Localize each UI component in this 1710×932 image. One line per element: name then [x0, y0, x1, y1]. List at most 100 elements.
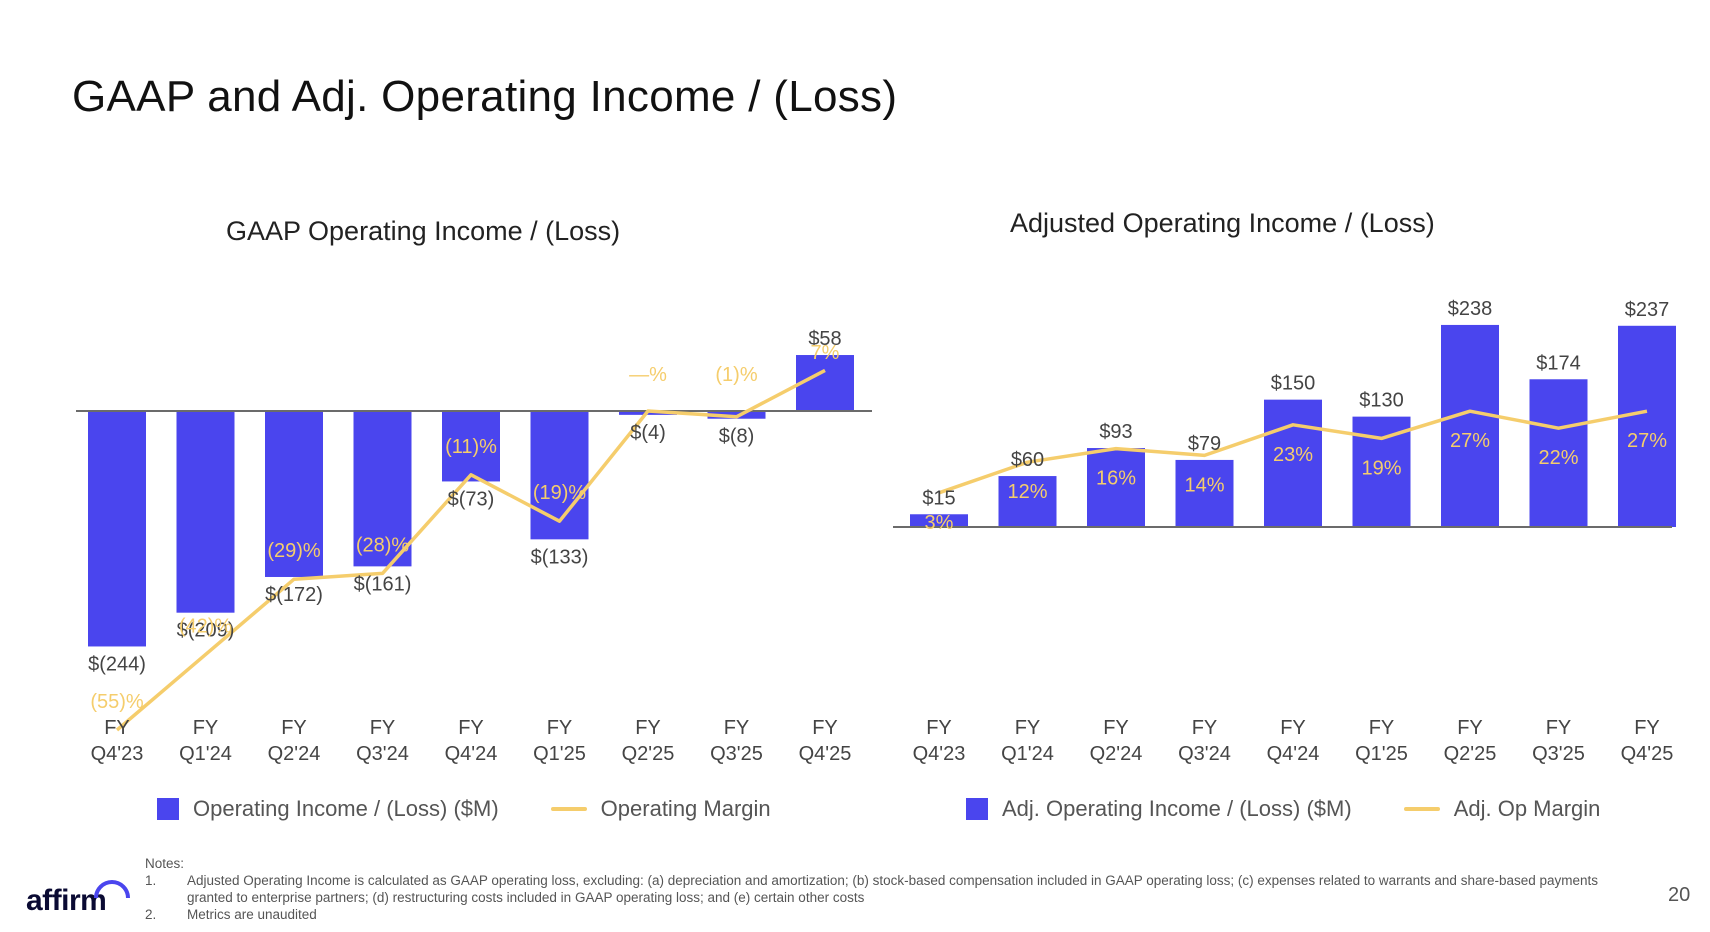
gaap-value-label: $(73) — [448, 488, 495, 510]
note-item: 1. Adjusted Operating Income is calculat… — [145, 872, 1645, 906]
adj-bar — [1618, 325, 1676, 527]
gaap-tick-label: Q4'25 — [799, 743, 852, 765]
adj-bar — [910, 514, 968, 527]
gaap-tick-label: FY — [547, 717, 573, 739]
adj-tick-label: FY — [1280, 717, 1306, 739]
adj-value-label: $237 — [1625, 299, 1670, 321]
adj-tick-label: FY — [1457, 717, 1483, 739]
adj-margin-label: 23% — [1273, 444, 1313, 466]
adj-chart: $15 $60 $93 $79 $150 $130 $238 $174 $237 3% 12% 16%… — [893, 298, 1676, 765]
adj-tick-label: Q1'25 — [1355, 743, 1408, 765]
gaap-value-label: $(8) — [719, 426, 755, 448]
gaap-legend-bar-label: Operating Income / (Loss) ($M) — [193, 796, 499, 821]
adj-tick-label: FY — [1546, 717, 1572, 739]
gaap-margin-label: (19)% — [533, 482, 587, 504]
adj-margin-label: 16% — [1096, 468, 1136, 490]
gaap-chart-title: GAAP Operating Income / (Loss) — [226, 216, 621, 246]
gaap-value-label: $58 — [808, 328, 841, 350]
adj-tick-label: Q3'25 — [1532, 743, 1585, 765]
adj-tick-label: FY — [1103, 717, 1129, 739]
adj-margin-label: 3% — [925, 512, 954, 534]
note-text: Metrics are unaudited — [187, 907, 317, 922]
adj-tick-label: FY — [1634, 717, 1660, 739]
adj-legend-bar-swatch — [966, 798, 988, 820]
adj-legend-bar-label: Adj. Operating Income / (Loss) ($M) — [1002, 796, 1352, 821]
gaap-tick-label: FY — [724, 717, 750, 739]
adj-margin-line — [938, 409, 1648, 495]
gaap-margin-label: (55)% — [90, 691, 144, 713]
gaap-tick-label: Q2'25 — [622, 743, 675, 765]
gaap-tick-label: FY — [370, 717, 396, 739]
adj-tick-label: Q4'23 — [913, 743, 966, 765]
page-number: 20 — [1668, 884, 1691, 906]
gaap-bar — [88, 411, 146, 647]
gaap-tick-label: FY — [193, 717, 219, 739]
adj-legend: Adj. Operating Income / (Loss) ($M) Adj.… — [966, 796, 1600, 822]
adj-value-label: $93 — [1099, 421, 1132, 443]
adj-tick-label: FY — [1192, 717, 1218, 739]
gaap-tick-label: Q1'25 — [533, 743, 586, 765]
adj-bar — [1175, 459, 1234, 527]
gaap-margin-line — [115, 368, 826, 732]
gaap-legend-bar-swatch — [157, 798, 179, 820]
adj-margin-label: 12% — [1007, 481, 1047, 503]
adj-tick-label: Q2'24 — [1090, 743, 1143, 765]
adj-bar — [998, 476, 1057, 527]
adj-tick-label: Q1'24 — [1001, 743, 1054, 765]
adj-tick-label: Q3'24 — [1178, 743, 1231, 765]
adj-value-label: $174 — [1536, 352, 1581, 374]
adj-tick-label: FY — [926, 717, 952, 739]
logo-text: affirm — [26, 884, 107, 917]
gaap-bar — [442, 411, 500, 482]
adj-margin-label: 14% — [1184, 474, 1224, 496]
gaap-value-label: $(161) — [354, 573, 412, 595]
logo-arc-icon — [94, 880, 130, 899]
gaap-margin-label: (1)% — [715, 364, 757, 386]
adj-value-label: $130 — [1359, 390, 1404, 412]
gaap-margin-label: (11)% — [445, 436, 497, 458]
adj-legend-line-swatch — [1403, 807, 1440, 811]
adj-value-label: $15 — [922, 487, 955, 509]
gaap-tick-label: Q4'23 — [91, 743, 144, 765]
adj-tick-label: Q4'24 — [1267, 743, 1320, 765]
gaap-tick-label: FY — [281, 717, 307, 739]
note-number: 1. — [145, 873, 157, 888]
gaap-tick-label: FY — [458, 717, 484, 739]
gaap-tick-label: Q1'24 — [179, 743, 232, 765]
adj-bar — [1264, 399, 1322, 527]
gaap-value-label: $(172) — [265, 584, 323, 606]
adj-value-label: $60 — [1011, 449, 1044, 471]
gaap-tick-label: Q3'24 — [356, 743, 409, 765]
gaap-legend: Operating Income / (Loss) ($M) Operating… — [157, 796, 771, 822]
gaap-bar — [353, 411, 412, 567]
gaap-value-label: $(244) — [88, 653, 146, 675]
adj-margin-label: 27% — [1627, 430, 1667, 452]
gaap-tick-label: FY — [812, 717, 838, 739]
gaap-margin-label: (28)% — [356, 534, 410, 556]
adj-tick-label: FY — [1015, 717, 1041, 739]
gaap-margin-label: (42)% — [179, 616, 233, 638]
gaap-tick-label: Q2'24 — [268, 743, 321, 765]
gaap-margin-label: —% — [629, 364, 667, 386]
adj-bar — [1441, 324, 1499, 527]
adj-value-label: $150 — [1271, 373, 1316, 395]
gaap-value-label: $(209) — [177, 620, 235, 642]
adj-margin-label: 19% — [1361, 457, 1401, 479]
notes-header: Notes: — [145, 856, 185, 871]
gaap-tick-label: FY — [104, 717, 130, 739]
adj-legend-line-label: Adj. Op Margin — [1453, 796, 1601, 821]
gaap-tick-label: Q4'24 — [445, 743, 498, 765]
adj-bar — [1087, 448, 1145, 527]
note-number: 2. — [145, 907, 157, 922]
gaap-chart: $(244) $(209) $(172) $(161) $(73) $(133) $(4) $… — [76, 328, 872, 765]
gaap-bar — [796, 355, 854, 411]
gaap-legend-line-swatch — [550, 807, 587, 811]
adj-bar — [1529, 379, 1588, 527]
adj-value-label: $238 — [1448, 298, 1493, 320]
note-item: 2. Metrics are unaudited — [145, 906, 1645, 923]
adj-tick-label: FY — [1369, 717, 1395, 739]
notes: Notes: 1. Adjusted Operating Income is c… — [145, 855, 1645, 923]
adj-tick-label: Q2'25 — [1444, 743, 1497, 765]
gaap-value-label: $(4) — [630, 422, 666, 444]
gaap-bar — [265, 411, 323, 577]
